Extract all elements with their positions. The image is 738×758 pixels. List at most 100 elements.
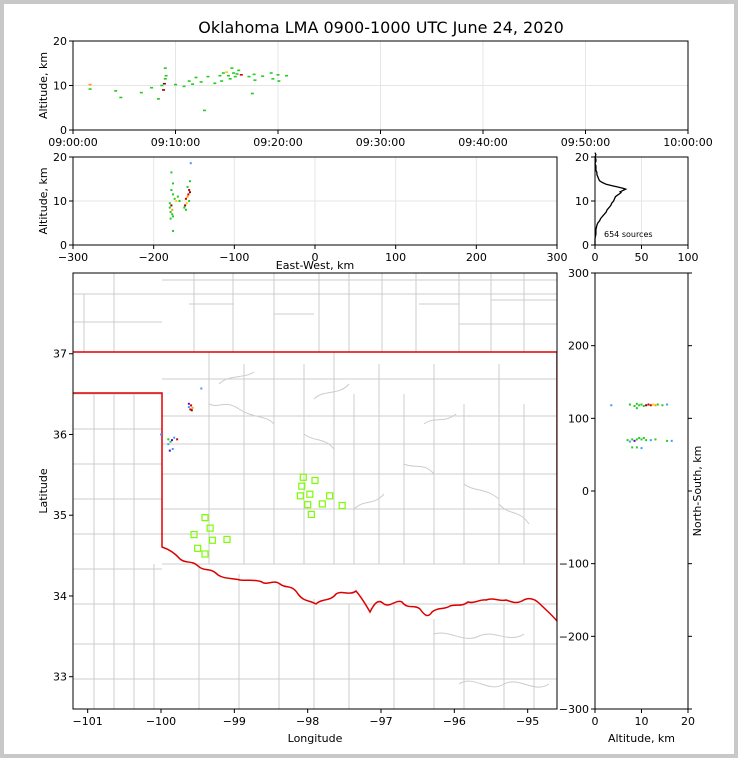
x-tick-label: 100 <box>385 251 406 264</box>
lightning-source-point <box>645 439 648 442</box>
lightning-source-point <box>631 438 634 441</box>
lightning-source-point <box>169 211 172 213</box>
lightning-source-point <box>640 403 643 406</box>
lightning-source-point <box>235 73 239 75</box>
lightning-source-point <box>171 208 174 211</box>
lightning-source-point <box>170 204 173 207</box>
lightning-source-point <box>150 86 154 89</box>
lightning-source-point <box>185 202 188 205</box>
lightning-source-point <box>173 197 176 200</box>
lightning-source-point <box>666 403 669 406</box>
figure-title: Oklahoma LMA 0900-1000 UTC June 24, 2020 <box>198 18 564 37</box>
lma-station-marker <box>208 536 216 544</box>
lightning-source-point <box>160 433 162 436</box>
lightning-source-point <box>269 72 273 74</box>
lightning-source-point <box>163 67 167 69</box>
lightning-source-point <box>194 76 198 79</box>
lightning-source-point <box>188 189 191 191</box>
x-tick-label: 0 <box>592 251 599 264</box>
lightning-source-point <box>176 438 179 441</box>
lma-station-marker <box>206 524 214 532</box>
lightning-source-point <box>88 88 92 90</box>
lightning-source-point <box>649 404 652 407</box>
lightning-source-point <box>191 406 194 409</box>
lma-station-marker <box>304 501 312 509</box>
lightning-source-point <box>642 436 645 439</box>
y-tick-label: 100 <box>568 412 589 425</box>
lightning-source-point <box>649 439 652 442</box>
lightning-source-point <box>178 200 181 202</box>
lma-station-marker <box>223 535 231 544</box>
lightning-source-point <box>184 204 187 207</box>
x-tick-label: 09:30:00 <box>356 136 405 149</box>
lightning-source-point <box>167 443 170 446</box>
lightning-source-point <box>635 438 638 441</box>
y-tick-label: 0 <box>582 485 589 498</box>
lightning-source-point <box>188 180 191 183</box>
axes-frame <box>72 156 558 246</box>
y-axis-label: Altitude, km <box>37 167 50 234</box>
lightning-source-point <box>200 387 203 390</box>
x-tick-label: 0 <box>312 251 319 264</box>
y-tick-label: −100 <box>559 558 589 571</box>
lma-station-marker <box>307 510 315 519</box>
red-river-border <box>161 544 557 622</box>
x-tick-label: −200 <box>139 251 169 264</box>
lightning-source-point <box>261 75 265 77</box>
lightning-source-point <box>230 67 234 69</box>
y-axis-label: North-South, km <box>691 446 704 537</box>
lightning-source-point <box>171 448 174 451</box>
lightning-source-point <box>188 200 191 202</box>
x-tick-label: 200 <box>466 251 487 264</box>
lightning-source-point <box>162 89 166 91</box>
lightning-source-point <box>187 80 191 82</box>
time-altitude-panel: 09:00:00 09:10:00 09:20:00 09:30:00 09:40:00… <box>37 35 713 149</box>
lma-station-marker <box>338 501 346 510</box>
lightning-source-point <box>199 81 203 83</box>
y-axis-label: Latitude <box>37 468 50 514</box>
lightning-source-point <box>645 404 648 407</box>
lightning-source-point <box>610 404 613 407</box>
lightning-source-point <box>656 403 659 406</box>
lightning-source-point <box>170 171 173 174</box>
lightning-source-point <box>167 438 170 441</box>
plan-view-map-panel: −101 −100 −99 −98 −97 −96 −95 33 34 35 36 37 Latitud… <box>37 272 558 745</box>
y-tick-label: 33 <box>53 671 67 684</box>
lightning-source-point <box>172 193 175 196</box>
x-tick-label: 09:20:00 <box>253 136 302 149</box>
x-tick-label: 20 <box>681 715 695 728</box>
lma-station-marker <box>306 490 314 498</box>
lightning-source-point <box>652 403 655 406</box>
y-tick-label: 0 <box>582 239 589 252</box>
lightning-source-point <box>119 96 123 99</box>
lightning-source-point <box>277 80 281 82</box>
y-tick-label: 35 <box>53 509 67 522</box>
y-axis-label: Altitude, km <box>37 52 50 119</box>
y-tick-label: −200 <box>559 630 589 643</box>
lightning-source-point <box>225 71 229 73</box>
x-tick-label: 09:50:00 <box>561 136 610 149</box>
y-tick-label: 0 <box>60 124 67 137</box>
x-tick-label: −100 <box>219 251 249 264</box>
lightning-source-point <box>228 78 232 80</box>
lightning-source-point <box>213 82 217 85</box>
lightning-source-point <box>191 83 195 85</box>
panhandle-border <box>73 392 163 544</box>
y-tick-label: 37 <box>53 348 67 361</box>
altitude-histogram-panel: 0 50 100 0 10 20 654 sources <box>575 151 699 264</box>
lightning-source-point <box>635 402 638 405</box>
lightning-source-point <box>237 69 241 72</box>
lightning-source-point <box>218 74 222 77</box>
lightning-source-point <box>640 447 643 450</box>
x-axis-label: Altitude, km <box>608 732 675 745</box>
lightning-source-point <box>169 217 172 220</box>
x-tick-label: 10:00:00 <box>663 136 712 149</box>
axes-frame <box>72 40 689 131</box>
lightning-source-point <box>160 84 164 87</box>
lightning-source-point <box>633 404 636 407</box>
lightning-source-point <box>626 439 629 442</box>
lightning-source-point <box>169 440 172 443</box>
x-tick-label: 0 <box>592 715 599 728</box>
y-tick-label: 36 <box>53 428 67 441</box>
